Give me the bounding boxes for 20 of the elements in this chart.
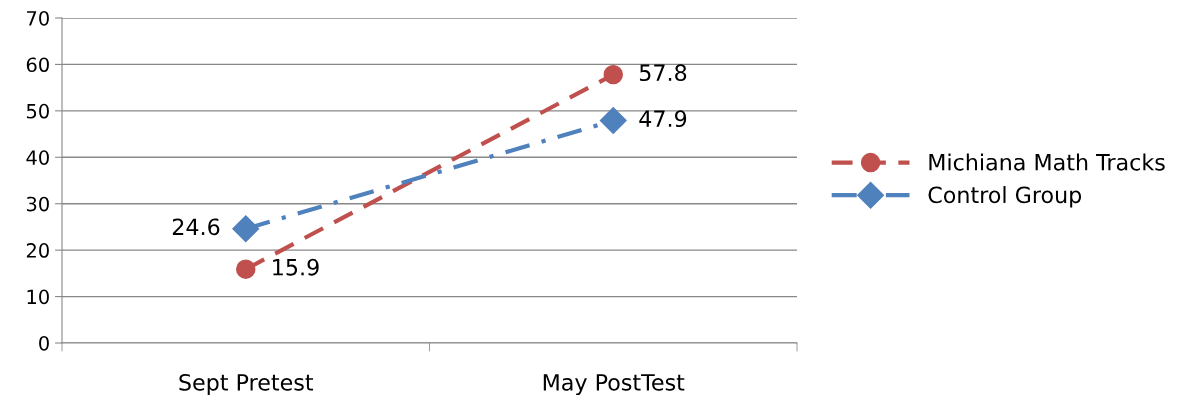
y-tick-label: 0 bbox=[39, 335, 49, 351]
y-tick-label: 10 bbox=[27, 289, 49, 305]
y-tick-label: 70 bbox=[27, 10, 49, 26]
legend-label: Control Group bbox=[928, 186, 1082, 208]
point bbox=[232, 215, 260, 243]
y-tick-label: 50 bbox=[26, 103, 49, 119]
data-label: 47.9 bbox=[639, 110, 687, 128]
y-tick-label: 60 bbox=[26, 57, 49, 73]
y-tick-label: 20 bbox=[26, 243, 49, 258]
y-tick-label: 40 bbox=[26, 150, 49, 165]
x-tick-label: May PostTest bbox=[543, 374, 685, 396]
y-tick-label: 30 bbox=[26, 196, 49, 212]
x-tick-label: Sept Pretest bbox=[179, 373, 314, 396]
data-label: 24.6 bbox=[172, 218, 220, 236]
point bbox=[236, 259, 256, 279]
legend-label: Michiana Math Tracks bbox=[929, 153, 1165, 171]
point bbox=[603, 64, 623, 85]
point bbox=[599, 107, 627, 135]
data-label: 57.8 bbox=[639, 64, 687, 82]
data-label: 15.9 bbox=[273, 258, 319, 276]
